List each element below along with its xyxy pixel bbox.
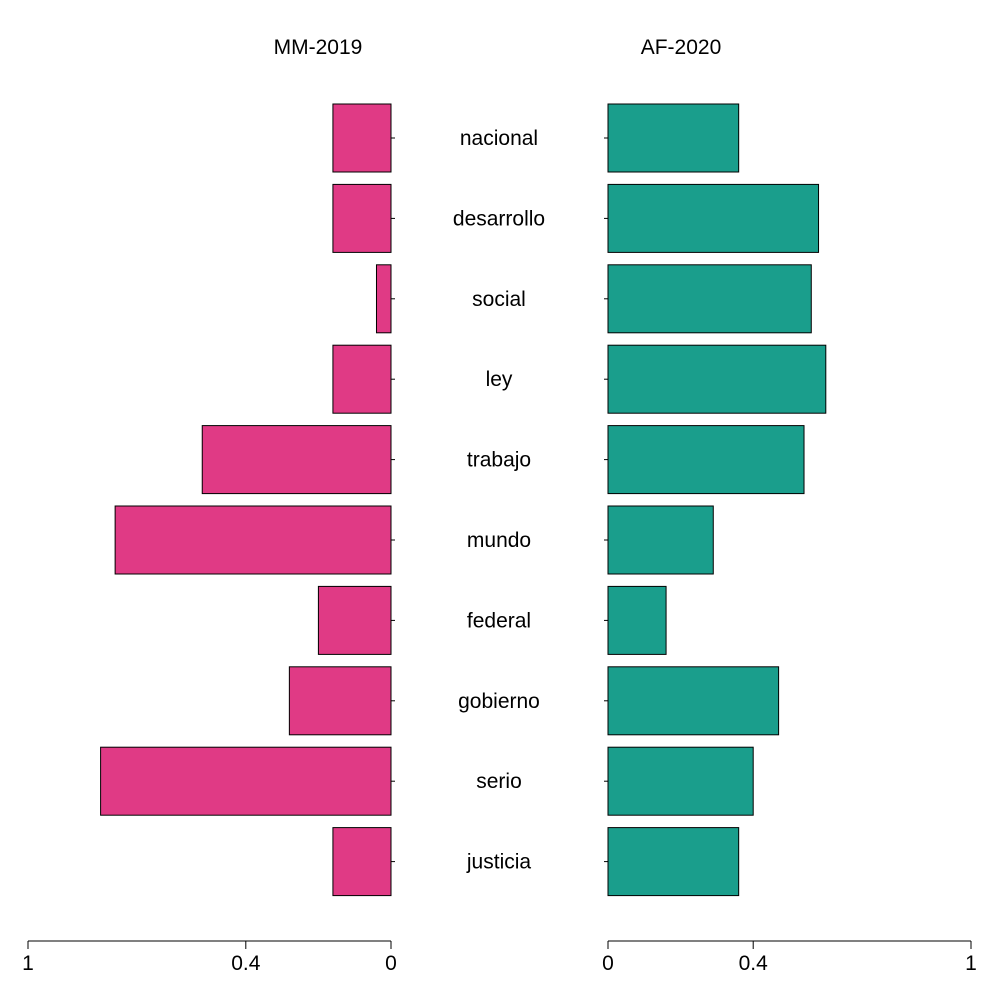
bar-left-social [375,264,392,334]
bar-right-ley [607,344,827,414]
category-label-social: social [472,288,526,311]
bar-left-gobierno [288,666,392,736]
bar-left-justicia [332,827,392,897]
bar-left-mundo [114,505,392,575]
category-label-justicia: justicia [466,851,532,874]
bar-right-desarrollo [607,183,820,253]
category-label-desarrollo: desarrollo [453,207,545,230]
left-axis-tick-label: 0 [385,952,397,975]
right-axis-tick-label: 0 [602,952,614,975]
bar-right-mundo [607,505,714,575]
bar-right-gobierno [607,666,780,736]
right-panel-title: AF-2020 [641,36,722,59]
left-panel-title: MM-2019 [274,36,363,59]
bar-left-ley [332,344,392,414]
category-label-serio: serio [476,770,522,793]
category-label-trabajo: trabajo [467,449,531,472]
bar-left-federal [317,585,392,655]
right-axis-tick-label: 1 [965,952,977,975]
bar-right-justicia [607,827,740,897]
bar-right-nacional [607,103,740,173]
category-label-mundo: mundo [467,529,531,552]
bar-right-serio [607,746,754,816]
left-axis-tick-label: 1 [22,952,34,975]
bar-left-desarrollo [332,183,392,253]
bar-left-trabajo [201,425,392,495]
bar-left-nacional [332,103,392,173]
category-label-gobierno: gobierno [458,690,540,713]
category-label-federal: federal [467,609,531,632]
bar-left-serio [100,746,392,816]
left-axis-tick-label: 0.4 [231,952,261,975]
bar-right-social [607,264,812,334]
bar-right-federal [607,585,667,655]
bar-right-trabajo [607,425,805,495]
category-label-nacional: nacional [460,127,538,150]
right-axis-tick-label: 0.4 [739,952,769,975]
category-label-ley: ley [486,368,513,391]
